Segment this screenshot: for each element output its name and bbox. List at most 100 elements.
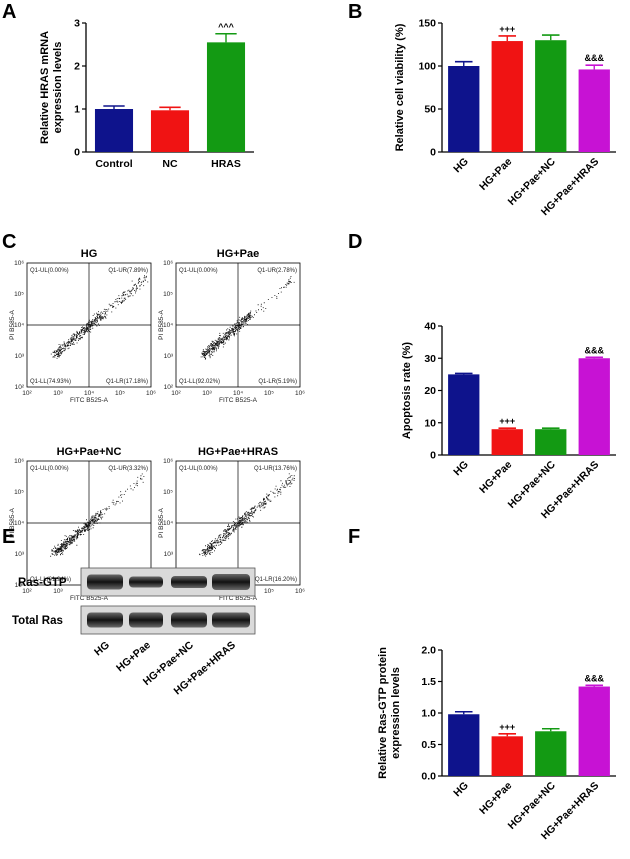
flow-plot-title: HG+Pae+HRAS <box>198 446 278 458</box>
y-axis-label: PI B585-A <box>158 310 165 340</box>
quadrant-label-ul: Q1-UL(0.00%) <box>179 466 218 472</box>
quadrant-label-lr: Q1-LR(17.18%) <box>106 379 148 385</box>
y-axis-label: Apoptosis rate (%) <box>401 342 413 440</box>
x-tick-label: 10² <box>171 390 181 397</box>
significance-label: &&& <box>585 345 605 355</box>
x-tick-label: Control <box>95 158 132 170</box>
y-axis-label: expression levels <box>390 667 402 759</box>
x-tick-label: 10⁵ <box>115 390 125 397</box>
bar <box>578 69 610 152</box>
y-tick-label: 2.0 <box>421 645 436 657</box>
flow-cytometry-panel: HG Q1-UL(0.00%) Q1-UR(7.89%) Q1-LL(74.93%) Q… <box>9 248 305 602</box>
x-tick-label: 10³ <box>53 588 63 595</box>
panel-label-e: E <box>2 526 15 548</box>
x-tick-label: 10² <box>22 588 32 595</box>
y-tick-label: 50 <box>424 104 436 116</box>
x-tick-label: 10⁶ <box>146 390 156 397</box>
quadrant-label-lr: Q1-LR(5.19%) <box>258 379 297 385</box>
x-axis-label: FITC B525-A <box>70 397 109 404</box>
bar <box>150 110 190 152</box>
x-tick-label: 10³ <box>53 390 63 397</box>
y-tick-label: 10² <box>15 384 25 391</box>
chart-f-ras-gtp-protein: 0.0 0.5 1.0 1.5 2.0 Relative Ras-GTP protein e… <box>377 645 616 842</box>
y-tick-label: 10³ <box>164 353 174 360</box>
y-tick-label: 10⁴ <box>163 520 173 527</box>
flow-plot-title: HG+Pae+NC <box>57 446 122 458</box>
x-tick-label: 10³ <box>202 390 212 397</box>
bar <box>535 40 567 153</box>
panel-label-a: A <box>2 1 16 23</box>
y-tick-label: 3 <box>74 18 80 30</box>
x-tick-label: 10⁴ <box>84 390 94 397</box>
y-axis-label: PI B585-A <box>158 508 165 538</box>
x-tick-label: 10² <box>22 390 32 397</box>
y-axis-label: Relative cell viability (%) <box>394 23 406 151</box>
quadrant-label-ur: Q1-UR(13.76%) <box>254 466 297 472</box>
x-tick-label: 10⁵ <box>264 588 274 595</box>
flow-plot-title: HG <box>81 248 98 260</box>
blot-band <box>212 574 250 590</box>
blot-band <box>87 574 123 590</box>
significance-label: +++ <box>499 416 515 426</box>
bar <box>535 429 567 455</box>
significance-label: &&& <box>585 53 605 63</box>
bar <box>491 41 523 153</box>
quadrant-label-ur: Q1-UR(3.32%) <box>108 466 148 472</box>
x-tick-label: 10⁶ <box>295 390 305 397</box>
x-tick-label: 10⁴ <box>233 390 243 397</box>
y-tick-label: 10⁵ <box>14 291 24 298</box>
x-tick-label: HRAS <box>211 158 241 170</box>
y-axis-label: Relative HRAS mRNA <box>39 31 51 144</box>
blot-lane-label: HG <box>92 639 112 658</box>
significance-label: ^^^ <box>218 22 235 32</box>
event-scatter <box>200 276 295 360</box>
bar <box>448 374 480 455</box>
y-tick-label: 10² <box>15 582 25 589</box>
x-tick-label: HG <box>451 780 471 800</box>
y-tick-label: 10³ <box>15 353 25 360</box>
quadrant-label-ur: Q1-UR(2.78%) <box>257 268 297 274</box>
bar <box>578 686 610 776</box>
bar <box>491 429 523 455</box>
event-scatter <box>50 473 145 557</box>
quadrant-label-ll: Q1-LL(91.94%) <box>30 577 71 583</box>
quadrant-label-ll: Q1-LL(92.02%) <box>179 379 220 385</box>
x-tick-label: HG <box>451 459 471 479</box>
x-tick-label: HG+Pae <box>477 156 514 193</box>
panel-label-d: D <box>348 231 362 253</box>
x-tick-label: HG+Pae <box>477 459 514 496</box>
bar <box>94 109 134 152</box>
y-tick-label: 10⁶ <box>163 260 173 267</box>
blot-band <box>129 612 163 628</box>
flow-plot-title: HG+Pae <box>217 248 260 260</box>
y-tick-label: 10⁵ <box>163 489 173 496</box>
y-tick-label: 100 <box>418 61 436 73</box>
blot-band <box>171 576 207 588</box>
bar <box>448 66 480 152</box>
y-tick-label: 10³ <box>15 551 25 558</box>
significance-label: +++ <box>499 24 515 34</box>
y-tick-label: 20 <box>424 385 436 397</box>
panel-label-c: C <box>2 231 16 253</box>
y-tick-label: 10⁶ <box>14 458 24 465</box>
quadrant-label-ul: Q1-UL(0.00%) <box>179 268 218 274</box>
quadrant-label-ul: Q1-UL(0.00%) <box>30 268 69 274</box>
quadrant-label-lr: Q1-LR(16.20%) <box>255 577 297 583</box>
x-tick-label: 10⁶ <box>295 588 305 595</box>
y-tick-label: 1.5 <box>421 676 436 688</box>
y-tick-label: 10⁴ <box>14 520 24 527</box>
y-tick-label: 2 <box>74 61 80 73</box>
y-tick-label: 10⁶ <box>163 458 173 465</box>
quadrant-label-ur: Q1-UR(7.89%) <box>108 268 148 274</box>
quadrant-label-ul: Q1-UL(0.00%) <box>30 466 69 472</box>
bar <box>448 714 480 776</box>
blot-band <box>129 576 163 588</box>
significance-label: &&& <box>585 673 605 683</box>
bar <box>491 736 523 776</box>
y-tick-label: 1.0 <box>421 708 436 720</box>
x-axis-label: FITC B525-A <box>70 595 109 602</box>
y-tick-label: 10² <box>164 384 174 391</box>
x-tick-label: NC <box>162 158 178 170</box>
bar <box>578 358 610 455</box>
